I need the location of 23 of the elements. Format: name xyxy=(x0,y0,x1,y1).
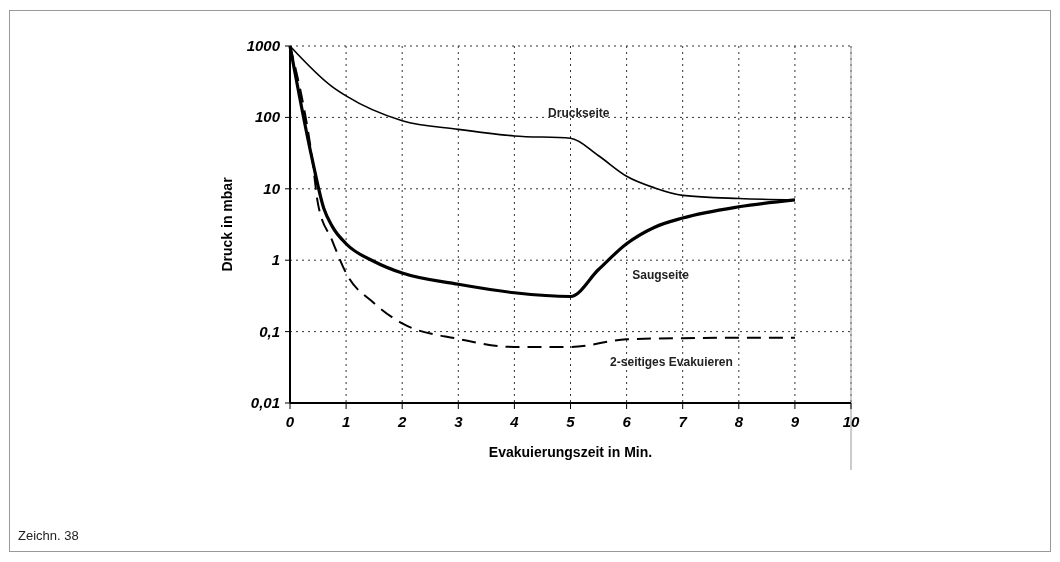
series-label: 2-seitiges Evakuieren xyxy=(610,354,733,369)
x-tick-label: 10 xyxy=(842,413,860,430)
x-tick-label: 5 xyxy=(566,413,576,430)
x-tick-label: 2 xyxy=(397,413,408,430)
x-tick-label: 9 xyxy=(790,413,800,430)
x-tick-label: 6 xyxy=(622,413,632,430)
x-tick-label: 0 xyxy=(285,413,295,430)
x-tick-label: 1 xyxy=(341,413,351,430)
x-tick-label: 4 xyxy=(509,413,520,430)
x-tick-label: 3 xyxy=(454,413,464,430)
series-label: Saugseite xyxy=(632,267,690,282)
y-tick-label: 10 xyxy=(263,179,281,197)
series-label: Druckseite xyxy=(548,106,610,121)
x-tick-label: 8 xyxy=(734,413,744,430)
x-axis-title: Evakuierungszeit in Min. xyxy=(488,444,653,460)
y-tick-label: 0,01 xyxy=(250,394,280,411)
y-tick-label: 100 xyxy=(254,108,281,126)
y-tick-label: 1 xyxy=(271,251,280,269)
text: Zeichn. 38 xyxy=(18,528,79,543)
y-tick-label: 0,1 xyxy=(259,322,280,340)
x-tick-label: 7 xyxy=(678,413,688,430)
y-axis-title: Druck in mbar xyxy=(219,176,235,272)
y-tick-label: 1000 xyxy=(246,37,281,54)
